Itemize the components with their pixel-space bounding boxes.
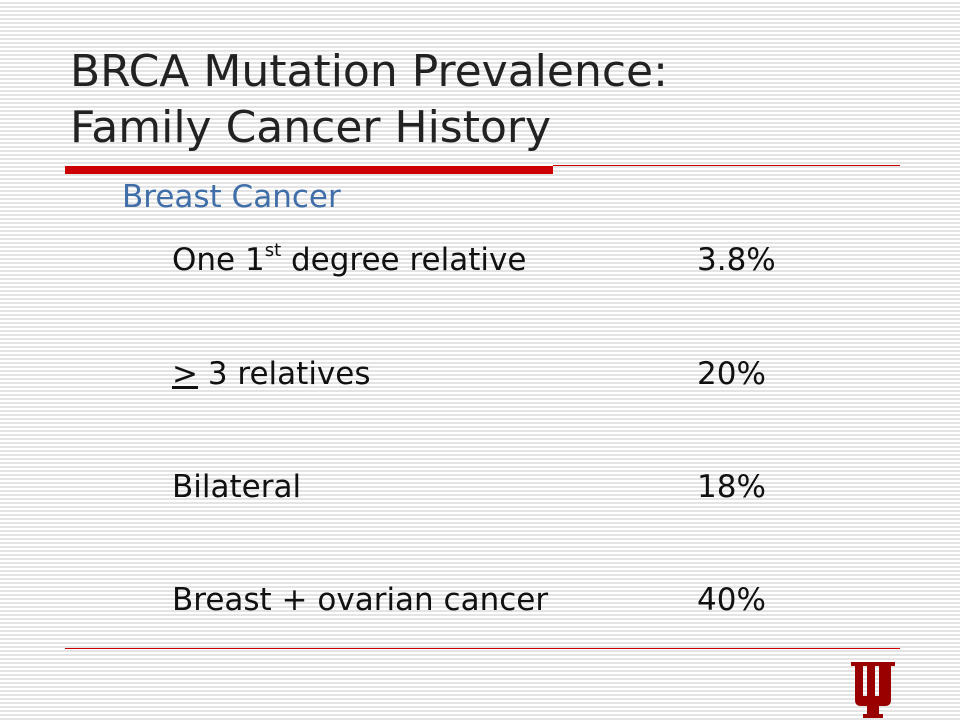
row-value: 3.8% — [697, 242, 776, 278]
title-rule — [65, 166, 553, 174]
row-label: One 1st degree relative — [172, 242, 527, 278]
row-value: 40% — [697, 582, 766, 618]
row-label: Bilateral — [172, 472, 301, 503]
label-text: Breast + ovarian cancer — [172, 582, 549, 618]
label-text: degree relative — [281, 242, 527, 278]
label-text: One 1 — [172, 242, 265, 278]
row-label: Breast + ovarian cancer — [172, 585, 548, 616]
logo — [851, 662, 895, 718]
label-superscript: st — [264, 240, 282, 261]
label-text: 3 relatives — [197, 356, 371, 392]
section-heading: Breast Cancer — [122, 179, 341, 215]
title-line: Family Cancer History — [70, 102, 552, 153]
label-symbol: > — [172, 356, 198, 392]
label-text: Bilateral — [172, 469, 302, 505]
row-label: > 3 relatives — [172, 359, 371, 390]
title-line: BRCA Mutation Prevalence: — [70, 46, 668, 97]
row-value: 18% — [697, 469, 766, 505]
row-value: 20% — [697, 356, 766, 392]
